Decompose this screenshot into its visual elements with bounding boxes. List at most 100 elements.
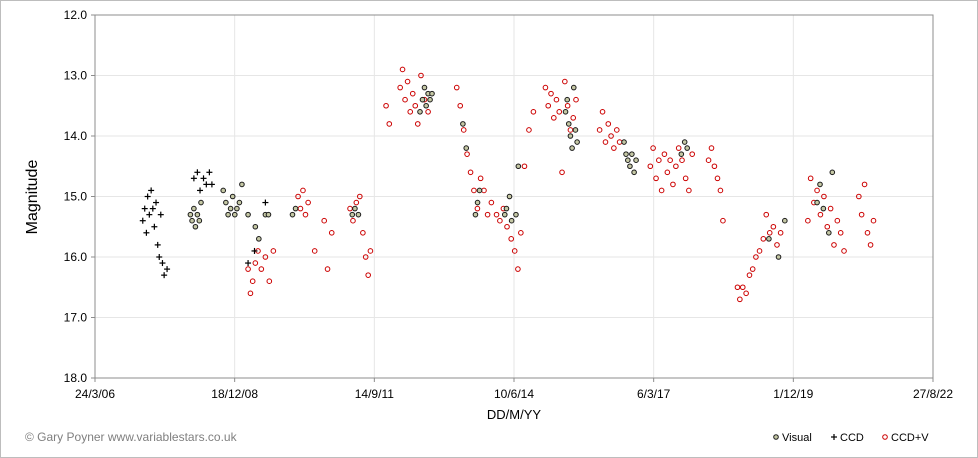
ccdv-point [743,290,749,297]
ccdv-point [720,217,726,224]
visual-point [256,236,262,242]
ccdv-point [515,266,521,272]
ccdv-point [870,217,877,224]
visual-point [252,223,259,230]
ccdv-point [321,217,327,224]
ccdv-point [477,175,484,182]
ccdv-point [658,187,665,194]
y-tick-label: 15.0 [64,190,88,204]
ccdv-point [821,193,827,200]
ccdv-point [834,217,841,224]
ccdv-point [305,199,311,206]
ccd-point [153,199,160,206]
legend-marker-ccdv [882,434,888,440]
visual-point [631,169,637,176]
visual-point [633,157,639,163]
visual-point [220,187,227,194]
visual-point [225,211,231,218]
visual-point [419,96,426,103]
visual-point [265,211,272,218]
visual-point [829,169,836,176]
ccdv-point [551,115,557,121]
ccdv-point [488,199,495,206]
visual-point [572,127,579,133]
ccdv-point [504,223,510,230]
ccd-point [164,266,171,273]
ccdv-point [682,175,689,182]
visual-point [564,96,571,103]
ccd-point [156,254,163,260]
ccdv-point [360,230,366,236]
visual-point [423,102,429,109]
axis-ticks: 12.0 13.0 14.0 15.0 16.0 17.0 18.0 24/3/06 18/12… [64,8,954,401]
ccdv-point [350,217,356,224]
visual-point [187,211,194,218]
visual-point [352,205,358,212]
ccd-point [159,260,166,267]
ccdv-point [386,121,393,127]
ccdv-point [362,254,369,260]
visual-point [562,109,569,115]
visual-point [198,199,204,206]
ccdv-point [418,72,424,79]
ccdv-point [508,236,515,242]
ccdv-point [805,217,811,224]
visual-point [245,211,251,218]
legend-marker-visual [773,434,779,440]
visual-point [623,151,629,157]
visual-point [678,151,685,157]
ccdv-point [611,145,617,151]
ccd-point [208,181,215,188]
ccdv-point [518,230,524,236]
ccdv-point [397,84,403,91]
visual-point [826,230,832,236]
ccdv-point [562,78,568,85]
visual-point [515,163,522,170]
ccdv-point [252,260,259,266]
x-tick-label: 10/6/14 [494,387,534,401]
ccd-point [151,223,158,230]
visual-point [349,211,356,218]
visual-point [196,217,203,224]
ccdv-point [664,169,671,176]
visual-point [627,163,633,170]
ccd-point [251,247,258,254]
ccdv-point [258,266,265,272]
ccdv-point [302,211,309,218]
ccd-point [149,205,156,212]
ccd-point [190,175,197,182]
ccdv-point [521,163,528,170]
ccdv-point [861,181,868,188]
ccd-point [144,193,151,200]
y-tick-label: 17.0 [64,311,88,325]
visual-point [239,181,245,188]
ccdv-point [774,242,780,248]
ccdv-point [542,84,549,91]
ccd-point [141,205,148,212]
y-tick-label: 16.0 [64,250,88,264]
visual-point [814,199,820,206]
ccdv-point [708,145,715,151]
ccdv-point [763,211,770,218]
ccdv-point [817,211,824,218]
gridlines [95,15,933,378]
ccdv-point [457,102,464,109]
visual-point [574,139,580,145]
ccdv-point [266,278,273,285]
ccdv-point [559,169,565,176]
ccdv-point [556,109,563,115]
ccdv-point [511,248,518,254]
visual-point [192,223,199,230]
x-tick-label: 24/3/06 [75,387,115,401]
ccdv-point [324,266,331,272]
ccdv-point [497,217,503,224]
ccd-point [200,175,207,182]
ccdv-point [596,127,603,133]
ccd-point [161,272,168,279]
ccdv-point [347,205,353,212]
ccdv-point [867,242,874,248]
ccdv-point [670,181,676,188]
visual-point [232,211,238,218]
visual-point [775,254,782,260]
